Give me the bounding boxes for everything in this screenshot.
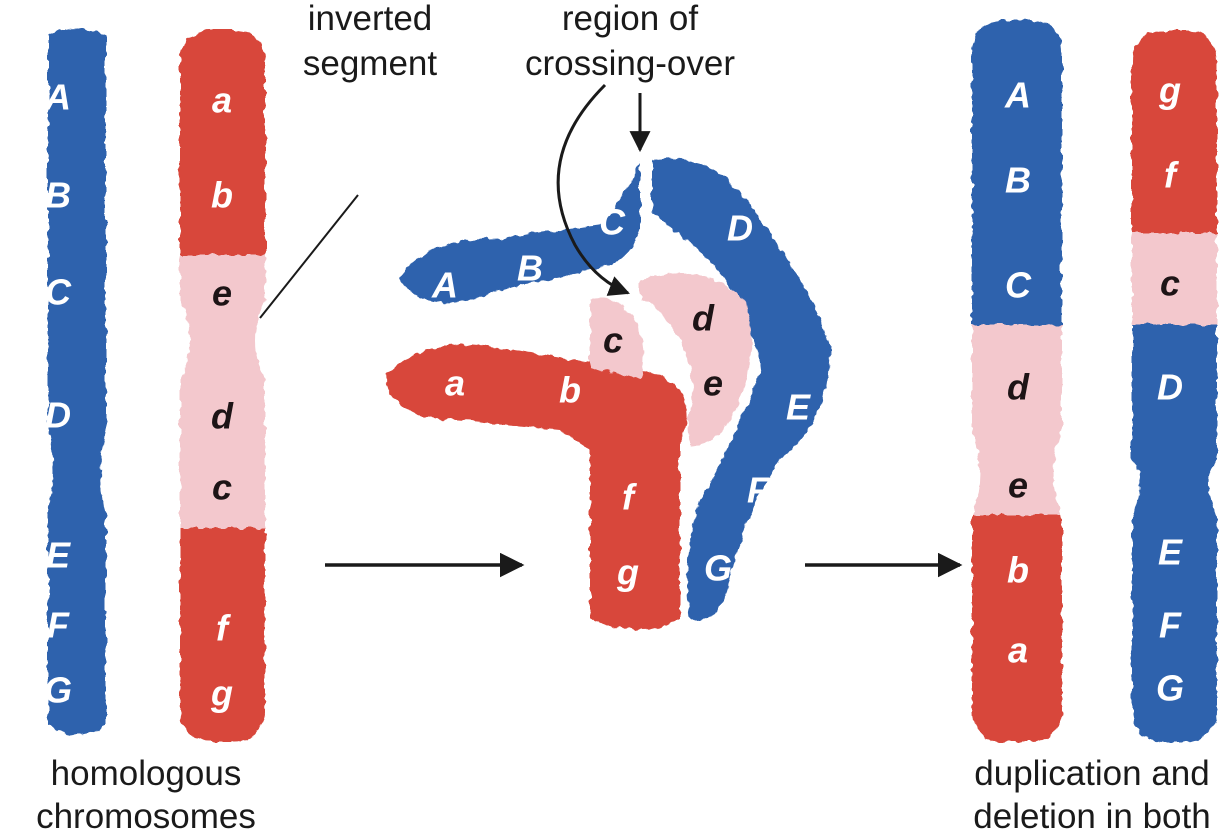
gene-label: F bbox=[1159, 605, 1182, 646]
gene-label: G bbox=[44, 670, 72, 711]
gene-label: b bbox=[1007, 550, 1029, 591]
crossing-over-arrow-curved bbox=[556, 83, 630, 296]
gene-label: A bbox=[431, 265, 458, 306]
caption-duplication-deletion: duplication and deletion in both bbox=[973, 754, 1210, 835]
gene-label: G bbox=[1156, 668, 1184, 709]
gene-label: A bbox=[44, 77, 71, 118]
right-left-chromosome bbox=[972, 20, 1062, 742]
svg-text:deletion in both: deletion in both bbox=[973, 797, 1210, 835]
gene-label: c bbox=[603, 320, 623, 361]
gene-label: G bbox=[704, 548, 732, 589]
svg-text:duplication and: duplication and bbox=[974, 754, 1209, 793]
gene-label: B bbox=[517, 248, 543, 289]
svg-text:chromosomes: chromosomes bbox=[36, 797, 256, 835]
gene-label: b bbox=[559, 370, 581, 411]
caption-crossing-over: region of crossing-over bbox=[525, 0, 735, 83]
gene-label: a bbox=[445, 363, 465, 404]
gene-label: g bbox=[616, 552, 639, 593]
gene-label: D bbox=[45, 395, 71, 436]
gene-label: f bbox=[216, 608, 231, 649]
gene-label: C bbox=[45, 272, 72, 313]
left-blue-chromosome bbox=[48, 28, 106, 735]
right-right-chromosome bbox=[1132, 30, 1217, 742]
svg-text:homologous: homologous bbox=[51, 754, 242, 793]
gene-label: f bbox=[622, 477, 637, 518]
middle-red-chromosome bbox=[385, 273, 753, 630]
gene-label: e bbox=[212, 273, 232, 314]
svg-text:crossing-over: crossing-over bbox=[525, 44, 735, 83]
gene-label: a bbox=[1008, 630, 1028, 671]
gene-label: B bbox=[45, 175, 71, 216]
gene-label: E bbox=[1158, 532, 1183, 573]
gene-label: e bbox=[1008, 465, 1028, 506]
gene-label: D bbox=[727, 208, 753, 249]
gene-label: F bbox=[47, 605, 70, 646]
gene-label: C bbox=[1005, 265, 1032, 306]
gene-label: d bbox=[211, 396, 234, 437]
gene-label: b bbox=[211, 175, 233, 216]
gene-label: F bbox=[747, 470, 770, 511]
gene-label: E bbox=[46, 535, 71, 576]
svg-text:segment: segment bbox=[303, 44, 438, 83]
caption-inverted-segment: inverted segment bbox=[303, 0, 438, 83]
gene-label: f bbox=[1164, 155, 1179, 196]
gene-label: C bbox=[599, 202, 626, 243]
gene-label: E bbox=[786, 387, 811, 428]
gene-label: g bbox=[210, 673, 233, 714]
gene-label: B bbox=[1005, 160, 1031, 201]
gene-label: g bbox=[1158, 70, 1181, 111]
gene-label: D bbox=[1157, 367, 1183, 408]
gene-label: a bbox=[212, 80, 232, 121]
caption-homologous-chromosomes: homologous chromosomes bbox=[36, 754, 256, 835]
svg-text:region of: region of bbox=[562, 0, 698, 38]
gene-label: e bbox=[703, 363, 723, 404]
middle-blue-chromosome bbox=[400, 158, 830, 621]
inverted-segment-pointer bbox=[259, 194, 359, 319]
gene-label: c bbox=[1160, 263, 1180, 304]
left-red-chromosome bbox=[180, 30, 265, 742]
gene-label: A bbox=[1004, 75, 1031, 116]
gene-label: d bbox=[1007, 367, 1030, 408]
gene-label: d bbox=[692, 298, 715, 339]
gene-label: c bbox=[212, 467, 232, 508]
svg-text:inverted: inverted bbox=[308, 0, 433, 38]
